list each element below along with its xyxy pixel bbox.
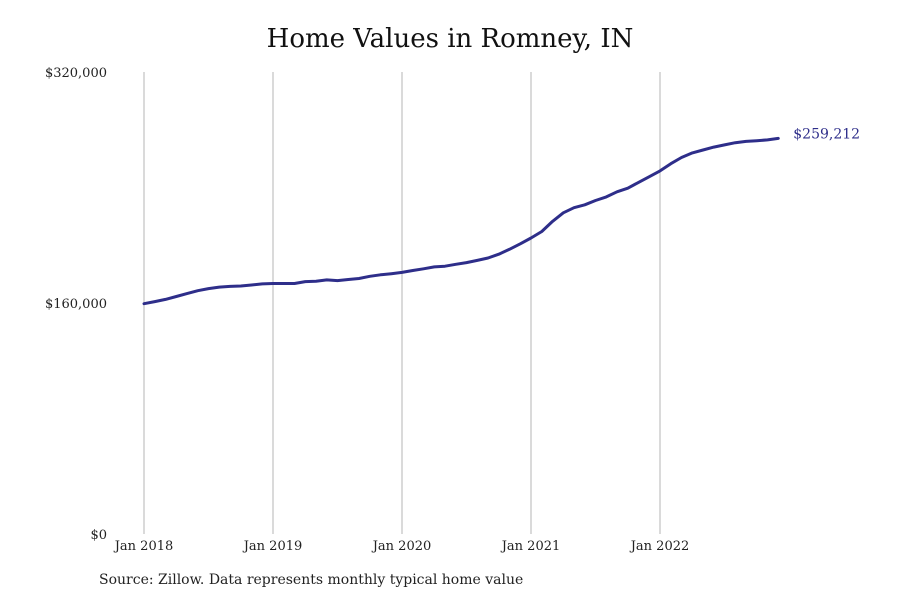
y-axis: $0 $160,000 $320,000 [45, 66, 107, 543]
series-line [142, 136, 780, 306]
source-note: Source: Zillow. Data represents monthly … [99, 572, 524, 588]
end-value-label: $259,212 [793, 126, 860, 142]
x-axis: Jan 2018 Jan 2019 Jan 2020 Jan 2021 Jan 2022 [113, 539, 690, 554]
x-tick-label: Jan 2018 [113, 539, 174, 554]
grid-lines [143, 72, 661, 534]
x-tick-label: Jan 2019 [242, 539, 303, 554]
y-tick-label: $160,000 [45, 297, 107, 312]
y-tick-label: $320,000 [45, 66, 107, 81]
x-tick-label: Jan 2021 [500, 539, 561, 554]
chart-title: Home Values in Romney, IN [266, 24, 634, 54]
x-tick-label: Jan 2020 [371, 539, 432, 554]
x-tick-label: Jan 2022 [629, 539, 690, 554]
y-tick-label: $0 [90, 528, 107, 543]
